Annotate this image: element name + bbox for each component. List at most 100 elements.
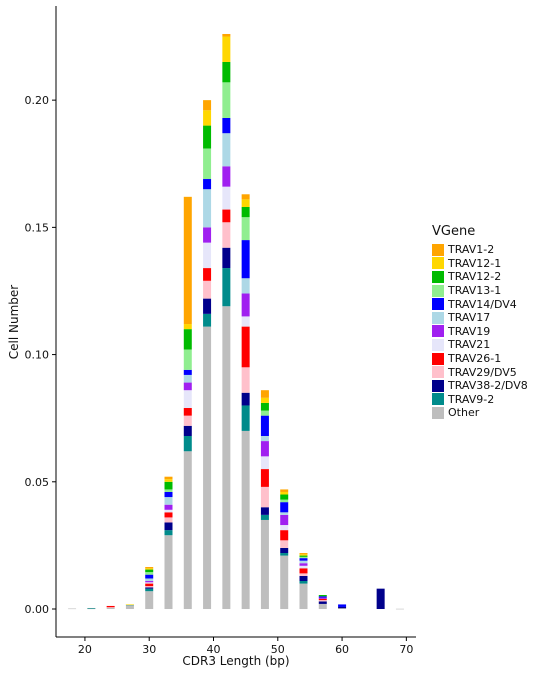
bar-segment-trav26-1-36 — [183, 408, 192, 416]
legend-label: TRAV13-1 — [448, 284, 502, 298]
legend-swatch — [432, 352, 444, 365]
legend-label: Other — [448, 406, 480, 420]
legend-label: TRAV26-1 — [448, 352, 502, 366]
bar-segment-trav12-1-42 — [222, 36, 231, 62]
bar-segment-trav12-2-51 — [280, 494, 289, 500]
bar-segment-trav17-30 — [145, 578, 154, 582]
bar-segment-trav19-48 — [260, 441, 269, 457]
bar-segment-trav12-2-48 — [260, 402, 269, 411]
legend-item-trav26-1: TRAV26-1 — [432, 352, 528, 366]
bar-segment-other-54 — [299, 583, 308, 610]
bar-segment-trav13-1-54 — [299, 556, 308, 559]
bar-segment-trav17-36 — [183, 374, 192, 383]
bar-segment-trav12-2-54 — [299, 555, 308, 557]
legend-item-trav38-2-dv8: TRAV38-2/DV8 — [432, 379, 528, 393]
bar-segment-other-39 — [203, 326, 212, 610]
bar-segment-other-27 — [125, 605, 134, 610]
bar-segment-trav21-45 — [241, 316, 250, 327]
bar-segment-trav38-2-dv8-33 — [164, 522, 173, 531]
legend-swatch — [432, 298, 444, 311]
bar-segment-trav38-2-dv8-30 — [145, 587, 154, 589]
bar-segment-other-21 — [87, 608, 96, 610]
bar-segment-other-33 — [164, 535, 173, 610]
legend-label: TRAV12-1 — [448, 256, 502, 270]
legend-label: TRAV1-2 — [448, 243, 495, 257]
legend-label: TRAV12-2 — [448, 270, 502, 284]
bar-segment-other-18 — [68, 608, 77, 610]
legend-swatch — [432, 379, 444, 392]
bar-segment-trav9-2-36 — [183, 435, 192, 452]
legend-item-trav12-1: TRAV12-1 — [432, 257, 528, 271]
y-tick-label: 0.15 — [25, 221, 50, 234]
bar-segment-trav21-30 — [145, 582, 154, 584]
bar-segment-trav1-2-39 — [203, 100, 212, 111]
bar-segment-trav13-1-30 — [145, 572, 154, 575]
bar-segment-trav12-1-51 — [280, 491, 289, 495]
bar-segment-trav38-2-dv8-60 — [338, 606, 347, 609]
bar-segment-trav9-2-42 — [222, 268, 231, 307]
legend-swatch — [432, 338, 444, 351]
bar-segment-trav29-dv5-42 — [222, 222, 231, 248]
legend-item-trav13-1: TRAV13-1 — [432, 284, 528, 298]
legend-swatch — [432, 406, 444, 419]
x-tick-label: 20 — [78, 643, 92, 656]
bar-segment-trav29-dv5-57 — [318, 600, 327, 602]
legend-item-trav19: TRAV19 — [432, 325, 528, 339]
bar-segment-trav14-dv4-60 — [338, 604, 347, 607]
bar-segment-trav26-1-30 — [145, 583, 154, 587]
bar-segment-trav38-2-dv8-39 — [203, 298, 212, 314]
bar-segment-trav12-2-39 — [203, 125, 212, 149]
bar-segment-trav29-dv5-51 — [280, 540, 289, 548]
bar-segment-trav14-dv4-30 — [145, 574, 154, 579]
legend-items: TRAV1-2 TRAV12-1 TRAV12-2 TRAV13-1 TRAV14/DV… — [432, 243, 528, 420]
bar-segment-trav26-1-33 — [164, 512, 173, 518]
x-tick-label: 30 — [142, 643, 156, 656]
bar-segment-trav29-dv5-36 — [183, 415, 192, 426]
bar-segment-trav14-dv4-39 — [203, 179, 212, 190]
bar-segment-trav9-2-33 — [164, 530, 173, 536]
bar-segment-trav13-1-48 — [260, 410, 269, 416]
bar-segment-trav17-42 — [222, 133, 231, 167]
bar-segment-trav19-51 — [280, 514, 289, 526]
bar-segment-trav29-dv5-48 — [260, 486, 269, 508]
legend-label: TRAV19 — [448, 324, 491, 338]
bar-segment-trav21-36 — [183, 390, 192, 409]
legend-label: TRAV29/DV5 — [448, 365, 517, 379]
legend-swatch — [432, 366, 444, 379]
legend-label: TRAV9-2 — [448, 392, 495, 406]
bar-segment-trav17-51 — [280, 512, 289, 515]
x-tick-label: 60 — [335, 643, 349, 656]
bar-segment-trav13-1-51 — [280, 499, 289, 503]
legend-item-trav21: TRAV21 — [432, 338, 528, 352]
x-tick-label: 40 — [207, 643, 221, 656]
bar-segment-trav21-42 — [222, 186, 231, 210]
bar-segment-trav19-42 — [222, 166, 231, 187]
bar-segment-trav38-2-dv8-51 — [280, 547, 289, 554]
bar-segment-trav21-54 — [299, 565, 308, 569]
x-tick-label: 70 — [399, 643, 413, 656]
bar-segment-trav19-36 — [183, 382, 192, 391]
bar-segment-trav21-33 — [164, 509, 173, 513]
bar-segment-other-48 — [260, 519, 269, 610]
bar-segment-trav19-54 — [299, 563, 308, 566]
bar-segment-trav38-2-dv8-57 — [318, 601, 327, 604]
bar-segment-other-45 — [241, 430, 250, 610]
bar-segment-trav26-1-54 — [299, 568, 308, 574]
bar-segment-trav12-1-36 — [183, 324, 192, 330]
bar-segment-trav9-2-30 — [145, 588, 154, 592]
legend-item-other: Other — [432, 406, 528, 420]
bar-segment-trav1-2-42 — [222, 33, 231, 37]
bar-segment-trav9-2-21 — [87, 607, 96, 609]
bar-segment-other-36 — [183, 451, 192, 610]
legend-label: TRAV14/DV4 — [448, 297, 517, 311]
bar-segment-trav12-2-36 — [183, 329, 192, 350]
bar-segment-trav1-2-30 — [145, 567, 154, 569]
legend-swatch — [432, 311, 444, 324]
bar-segment-trav1-2-45 — [241, 194, 250, 200]
bar-segment-trav14-dv4-42 — [222, 117, 231, 134]
bar-segment-trav29-dv5-45 — [241, 367, 250, 393]
legend-label: TRAV21 — [448, 338, 491, 352]
bar-segment-trav26-1-39 — [203, 268, 212, 281]
bar-segment-other-51 — [280, 555, 289, 610]
y-tick-label: 0.00 — [25, 603, 50, 616]
